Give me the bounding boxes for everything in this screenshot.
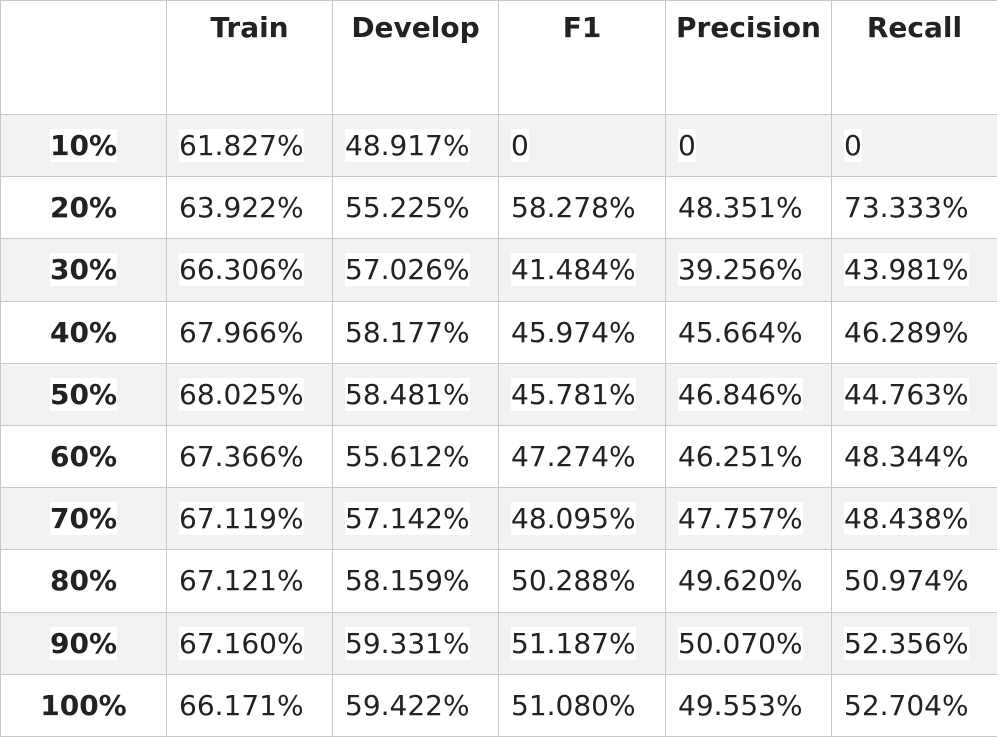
f1-cell: 41.484% [498,238,666,302]
develop-cell: 57.142% [332,487,499,551]
recall-cell: 52.356% [831,611,997,675]
table-row: 40% 67.966% 58.177% 45.974% 45.664% 46.2… [0,300,997,364]
row-label: 20% [0,176,167,240]
f1-cell: 51.187% [498,611,666,675]
row-label: 80% [0,549,167,613]
table-row: 10% 61.827% 48.917% 0 0 0 [0,113,997,178]
row-label: 60% [0,424,167,489]
precision-cell: 50.070% [665,611,832,675]
header-row: Train Develop F1 Precision Recall [0,0,997,115]
f1-cell: 58.278% [498,176,666,240]
table-row: 90% 67.160% 59.331% 51.187% 50.070% 52.3… [0,611,997,675]
recall-cell: 50.974% [831,549,997,613]
header-cell-empty [0,0,167,115]
recall-cell: 73.333% [831,176,997,240]
develop-cell: 59.422% [332,673,499,737]
develop-cell: 58.481% [332,362,499,426]
develop-cell: 48.917% [332,113,499,178]
precision-cell: 46.251% [665,424,832,489]
recall-cell: 48.438% [831,487,997,551]
develop-cell: 55.225% [332,176,499,240]
develop-cell: 58.177% [332,300,499,364]
row-label: 30% [0,238,167,302]
recall-cell: 44.763% [831,362,997,426]
precision-cell: 48.351% [665,176,832,240]
f1-cell: 47.274% [498,424,666,489]
f1-cell: 50.288% [498,549,666,613]
train-cell: 66.306% [166,238,333,302]
header-cell-f1: F1 [498,0,666,115]
precision-cell: 49.553% [665,673,832,737]
precision-cell: 0 [665,113,832,178]
precision-cell: 49.620% [665,549,832,613]
table-row: 80% 67.121% 58.159% 50.288% 49.620% 50.9… [0,549,997,613]
precision-cell: 45.664% [665,300,832,364]
develop-cell: 59.331% [332,611,499,675]
recall-cell: 46.289% [831,300,997,364]
f1-cell: 45.781% [498,362,666,426]
f1-cell: 0 [498,113,666,178]
table-row: 100% 66.171% 59.422% 51.080% 49.553% 52.… [0,673,997,737]
train-cell: 67.160% [166,611,333,675]
precision-cell: 46.846% [665,362,832,426]
train-cell: 67.119% [166,487,333,551]
table-row: 70% 67.119% 57.142% 48.095% 47.757% 48.4… [0,487,997,551]
header-cell-precision: Precision [665,0,832,115]
header-cell-develop: Develop [332,0,499,115]
precision-cell: 47.757% [665,487,832,551]
table-row: 50% 68.025% 58.481% 45.781% 46.846% 44.7… [0,362,997,426]
train-cell: 68.025% [166,362,333,426]
table-row: 20% 63.922% 55.225% 58.278% 48.351% 73.3… [0,176,997,240]
table-row: 30% 66.306% 57.026% 41.484% 39.256% 43.9… [0,238,997,302]
row-label: 10% [0,113,167,178]
table-row: 60% 67.366% 55.612% 47.274% 46.251% 48.3… [0,424,997,489]
row-label: 100% [0,673,167,737]
header-cell-train: Train [166,0,333,115]
recall-cell: 43.981% [831,238,997,302]
row-label: 40% [0,300,167,364]
precision-cell: 39.256% [665,238,832,302]
header-cell-recall: Recall [831,0,997,115]
recall-cell: 0 [831,113,997,178]
train-cell: 66.171% [166,673,333,737]
f1-cell: 45.974% [498,300,666,364]
train-cell: 67.366% [166,424,333,489]
develop-cell: 58.159% [332,549,499,613]
recall-cell: 48.344% [831,424,997,489]
train-cell: 67.121% [166,549,333,613]
train-cell: 63.922% [166,176,333,240]
f1-cell: 48.095% [498,487,666,551]
row-label: 70% [0,487,167,551]
row-label: 50% [0,362,167,426]
train-cell: 67.966% [166,300,333,364]
f1-cell: 51.080% [498,673,666,737]
recall-cell: 52.704% [831,673,997,737]
row-label: 90% [0,611,167,675]
develop-cell: 57.026% [332,238,499,302]
develop-cell: 55.612% [332,424,499,489]
train-cell: 61.827% [166,113,333,178]
